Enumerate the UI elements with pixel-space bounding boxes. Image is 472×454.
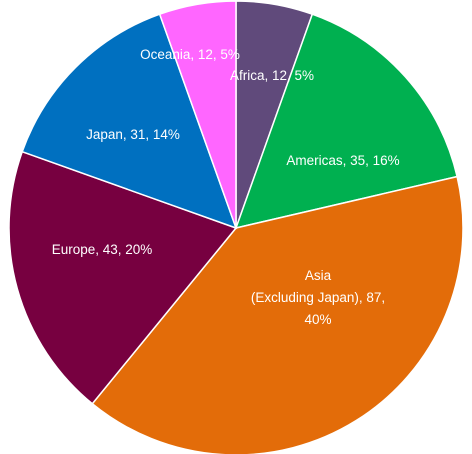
pie-slice <box>8 150 238 405</box>
pie-slice <box>234 13 459 230</box>
pie-slice <box>21 13 238 230</box>
data-label: Oceania, 12, 5% <box>140 47 240 62</box>
data-label: Africa, 12, 5% <box>230 68 314 83</box>
pie-slice <box>91 175 464 454</box>
data-label: Asia (Excluding Japan), 87, 40% <box>251 268 385 327</box>
data-label: Europe, 43, 20% <box>52 242 153 257</box>
data-label: Americas, 35, 16% <box>286 153 399 168</box>
pie-slice <box>158 0 237 229</box>
data-label: Japan, 31, 14% <box>86 127 180 142</box>
